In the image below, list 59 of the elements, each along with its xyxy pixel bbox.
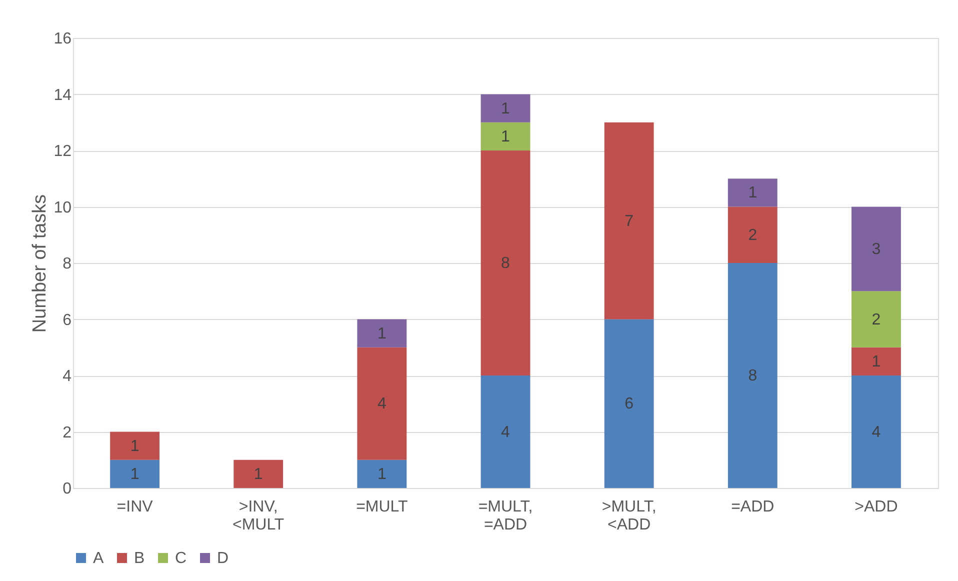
y-tick-label: 14 bbox=[54, 86, 72, 104]
legend-label: C bbox=[175, 550, 187, 567]
data-label: 2 bbox=[748, 226, 758, 244]
y-tick-label: 16 bbox=[54, 30, 72, 48]
data-label: 1 bbox=[872, 353, 881, 370]
legend-label: D bbox=[217, 550, 229, 567]
bar bbox=[357, 319, 407, 348]
data-label: 1 bbox=[254, 466, 263, 483]
x-tick-label: >ADD bbox=[854, 498, 898, 516]
bar bbox=[852, 347, 901, 376]
bar bbox=[480, 150, 530, 376]
y-tick-label: 2 bbox=[62, 424, 72, 442]
bar bbox=[480, 122, 530, 150]
y-tick-label: 6 bbox=[62, 312, 72, 329]
legend-label: A bbox=[93, 550, 104, 567]
bar bbox=[728, 206, 778, 263]
data-label: 8 bbox=[748, 368, 758, 384]
data-label: 4 bbox=[501, 424, 510, 441]
y-tick-label: 4 bbox=[62, 368, 72, 385]
data-label: 7 bbox=[624, 212, 634, 230]
data-label: 1 bbox=[501, 128, 510, 146]
y-tick-label: 10 bbox=[54, 199, 72, 216]
bar bbox=[728, 263, 778, 488]
data-label: 1 bbox=[130, 466, 140, 483]
x-tick-label: =MULT bbox=[356, 498, 408, 516]
bar bbox=[357, 347, 407, 460]
bar bbox=[480, 376, 530, 488]
data-label: 1 bbox=[377, 466, 386, 483]
y-tick-label: 12 bbox=[54, 143, 72, 160]
y-tick-label: 0 bbox=[62, 480, 72, 498]
bar bbox=[234, 460, 284, 488]
bar bbox=[852, 376, 901, 488]
data-label: 1 bbox=[130, 438, 140, 455]
data-label: 1 bbox=[377, 325, 386, 342]
bar bbox=[480, 94, 530, 122]
y-axis-title: Number of tasks bbox=[30, 194, 51, 333]
data-label: 2 bbox=[872, 311, 881, 328]
data-label: 4 bbox=[377, 396, 386, 413]
bar bbox=[110, 460, 160, 488]
legend-label: B bbox=[134, 550, 145, 567]
x-tick-label: >INV, <MULT bbox=[232, 498, 284, 534]
bar bbox=[110, 432, 160, 460]
data-label: 1 bbox=[748, 184, 758, 202]
data-label: 6 bbox=[624, 396, 634, 413]
bar bbox=[604, 319, 654, 488]
bar bbox=[357, 460, 407, 488]
x-tick-label: =ADD bbox=[731, 498, 774, 516]
bar bbox=[728, 178, 778, 207]
data-label: 4 bbox=[872, 424, 881, 441]
data-label: 8 bbox=[501, 255, 510, 272]
x-tick-label: =MULT, =ADD bbox=[478, 498, 533, 534]
data-label: 3 bbox=[872, 240, 881, 258]
bar bbox=[852, 206, 901, 292]
y-tick-label: 8 bbox=[62, 256, 72, 272]
bar bbox=[604, 122, 654, 320]
x-tick-label: =INV bbox=[116, 498, 154, 516]
x-tick-label: >MULT, <ADD bbox=[602, 498, 656, 534]
bar bbox=[852, 291, 901, 348]
data-label: 1 bbox=[501, 100, 510, 118]
